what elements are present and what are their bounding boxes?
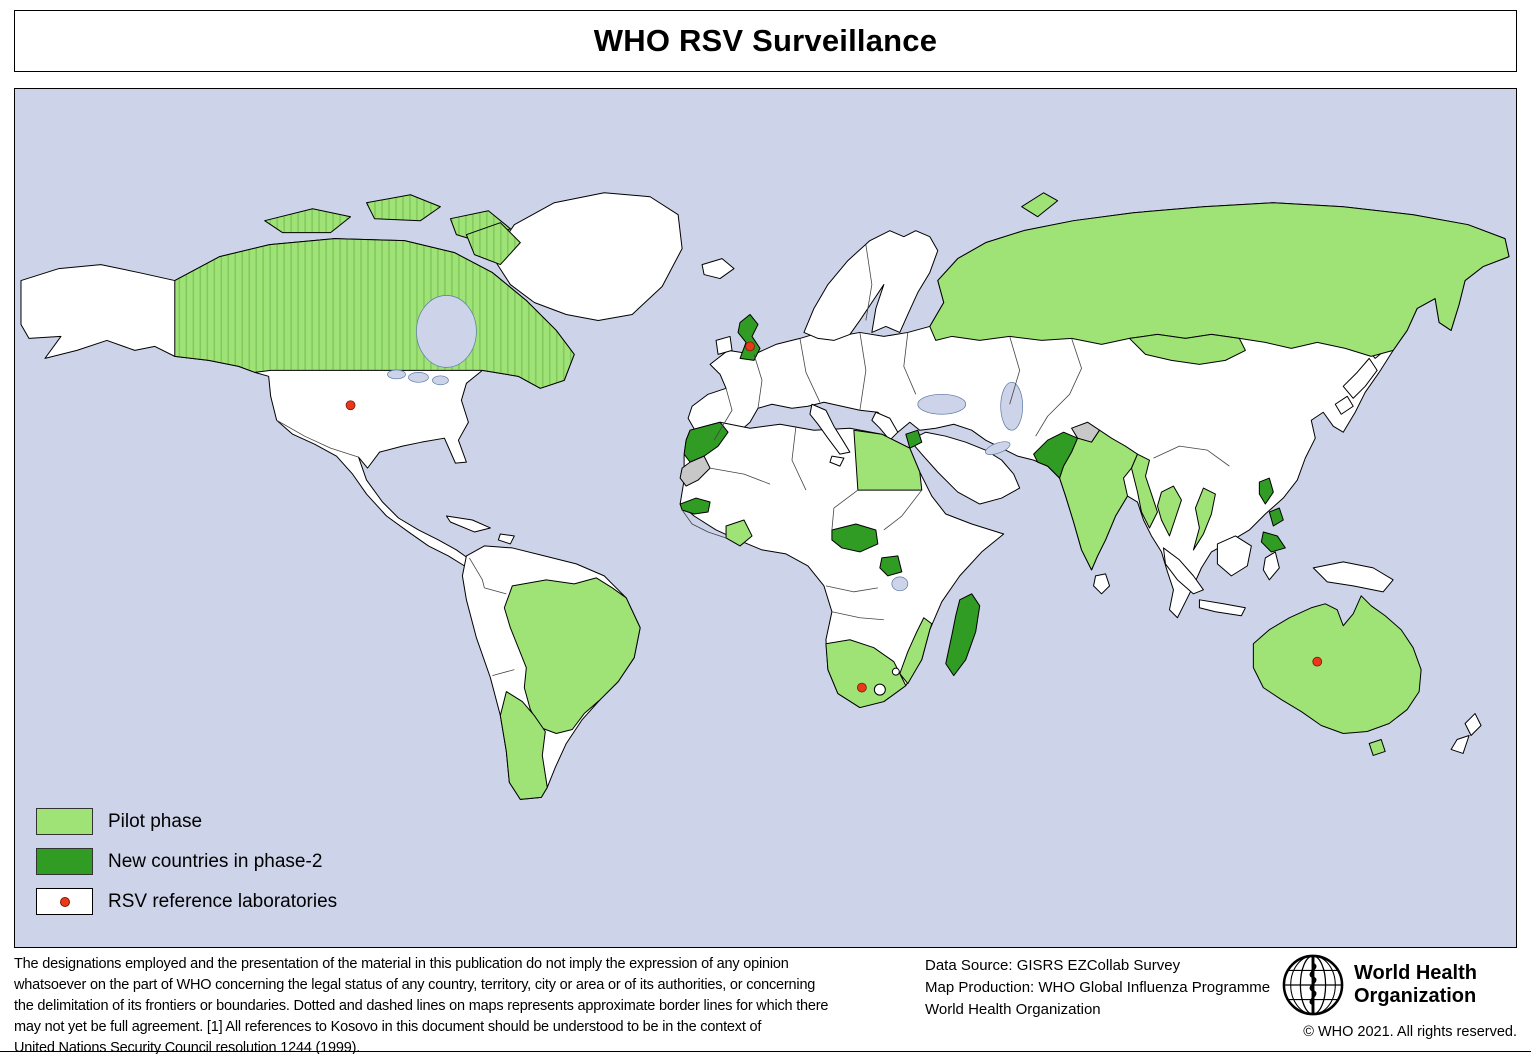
- island-iceland: [701, 258, 735, 280]
- country-thailand: [1156, 485, 1182, 537]
- legend-row-pilot: Pilot phase: [36, 808, 337, 835]
- country-jordan: [905, 429, 923, 449]
- country-mongolia: [1129, 333, 1246, 365]
- island-cuba: [445, 515, 491, 533]
- territory-western-sahara: [679, 455, 711, 487]
- country-philippines-mindanao: [1260, 531, 1286, 553]
- disclaimer-line: may not yet be full agreement. [1] All r…: [14, 1019, 762, 1035]
- who-lockup: World Health Organization: [1282, 954, 1517, 1016]
- peninsula-arabia: [909, 431, 1021, 505]
- world-map: [15, 89, 1516, 947]
- island-sicily: [829, 455, 845, 467]
- who-name: World Health Organization: [1354, 962, 1477, 1008]
- island-hispaniola: [497, 533, 515, 545]
- who-name-line1: World Health: [1354, 962, 1477, 984]
- internal-borders: [276, 244, 1230, 677]
- island-borneo: [1216, 535, 1252, 577]
- country-uganda: [879, 555, 903, 577]
- legend-row-lab: RSV reference laboratories: [36, 888, 337, 915]
- country-argentina-chile: [499, 691, 548, 800]
- island-tasmania: [1368, 738, 1386, 756]
- who-logo-icon: [1282, 954, 1344, 1016]
- reference-lab-dot-usa: [345, 400, 356, 411]
- country-cote-divoire: [725, 519, 753, 547]
- great-lake-3: [432, 375, 449, 386]
- country-philippines-visayas: [1268, 507, 1284, 527]
- country-united-kingdom: [737, 313, 761, 361]
- country-russia-novaya-zemlya: [1021, 192, 1059, 218]
- country-canada-baffin: [465, 222, 521, 266]
- data-source-block: Data Source: GISRS EZCollab Survey Map P…: [925, 955, 1270, 1021]
- country-philippines-luzon: [1258, 477, 1274, 505]
- country-india: [1059, 429, 1139, 571]
- legend-label-pilot: Pilot phase: [108, 810, 203, 832]
- legend-swatch-lab: [36, 888, 93, 915]
- country-central-african-republic: [831, 523, 879, 553]
- page-title: WHO RSV Surveillance: [593, 23, 938, 58]
- country-south-africa: [825, 639, 907, 709]
- map-production-line: Map Production: WHO Global Influenza Pro…: [925, 979, 1271, 996]
- country-canada-arctic-island-2: [366, 194, 441, 222]
- copyright-text: © WHO 2021. All rights reserved.: [1303, 1024, 1517, 1040]
- footer: The designations employed and the presen…: [14, 954, 1517, 1054]
- island-ireland: [715, 335, 733, 355]
- enclave-lesotho: [873, 683, 886, 696]
- island-sulawesi: [1262, 551, 1280, 581]
- great-lake-2: [408, 371, 429, 383]
- island-new-zealand-south: [1450, 734, 1470, 754]
- disclaimer-line: United Nations Security Council resoluti…: [14, 1040, 361, 1054]
- island-sumatra: [1162, 547, 1204, 595]
- great-lake-1: [387, 369, 406, 380]
- island-greenland: [491, 192, 683, 321]
- country-myanmar: [1131, 453, 1158, 529]
- caspian-sea: [1000, 381, 1024, 431]
- lake-victoria: [891, 576, 909, 592]
- legend-row-phase2: New countries in phase-2: [36, 848, 337, 875]
- data-source-line: Data Source: GISRS EZCollab Survey: [925, 957, 1181, 974]
- island-japan-kyushu: [1334, 395, 1354, 415]
- country-australia: [1252, 595, 1422, 734]
- who-name-line2: Organization: [1354, 985, 1477, 1007]
- organization-line: World Health Organization: [925, 1001, 1101, 1018]
- legend-swatch-phase2: [36, 848, 93, 875]
- disclaimer-text: The designations employed and the presen…: [14, 954, 919, 1054]
- disclaimer-line: whatsoever on the part of WHO concerning…: [14, 977, 816, 993]
- peninsula-italy: [809, 403, 851, 455]
- reference-lab-dot-south-africa: [856, 682, 867, 693]
- disclaimer-line: The designations employed and the presen…: [14, 956, 789, 972]
- country-russia: [929, 202, 1510, 357]
- country-canada: [174, 238, 575, 389]
- reference-lab-dot-australia: [1312, 656, 1323, 667]
- disclaimer-line: the delimitation of its frontiers or bou…: [14, 998, 829, 1014]
- island-new-zealand-north: [1464, 713, 1482, 736]
- island-java: [1198, 599, 1246, 617]
- country-brazil: [503, 577, 641, 734]
- black-sea: [917, 393, 967, 415]
- legend-lab-dot-icon: [59, 896, 70, 907]
- map-legend: Pilot phase New countries in phase-2 RSV…: [36, 795, 337, 915]
- enclave-eswatini: [891, 667, 900, 676]
- persian-gulf: [985, 441, 1011, 455]
- country-canada-arctic-island-1: [264, 208, 352, 234]
- map-frame: Pilot phase New countries in phase-2 RSV…: [14, 88, 1517, 948]
- country-madagascar: [945, 593, 981, 677]
- reference-lab-dot-uk: [745, 341, 755, 352]
- legend-swatch-pilot: [36, 808, 93, 835]
- island-japan-honshu: [1342, 357, 1378, 399]
- hudson-bay: [416, 295, 477, 368]
- legend-label-lab: RSV reference laboratories: [108, 890, 338, 912]
- bottom-rule: [0, 1051, 1531, 1052]
- legend-label-phase2: New countries in phase-2: [108, 850, 323, 872]
- title-bar: WHO RSV Surveillance: [14, 10, 1517, 72]
- island-new-guinea: [1312, 561, 1394, 593]
- peninsula-scandinavia: [803, 230, 939, 341]
- island-sri-lanka: [1093, 573, 1111, 595]
- country-vietnam: [1192, 487, 1216, 551]
- who-branding: World Health Organization © WHO 2021. Al…: [1282, 954, 1517, 1040]
